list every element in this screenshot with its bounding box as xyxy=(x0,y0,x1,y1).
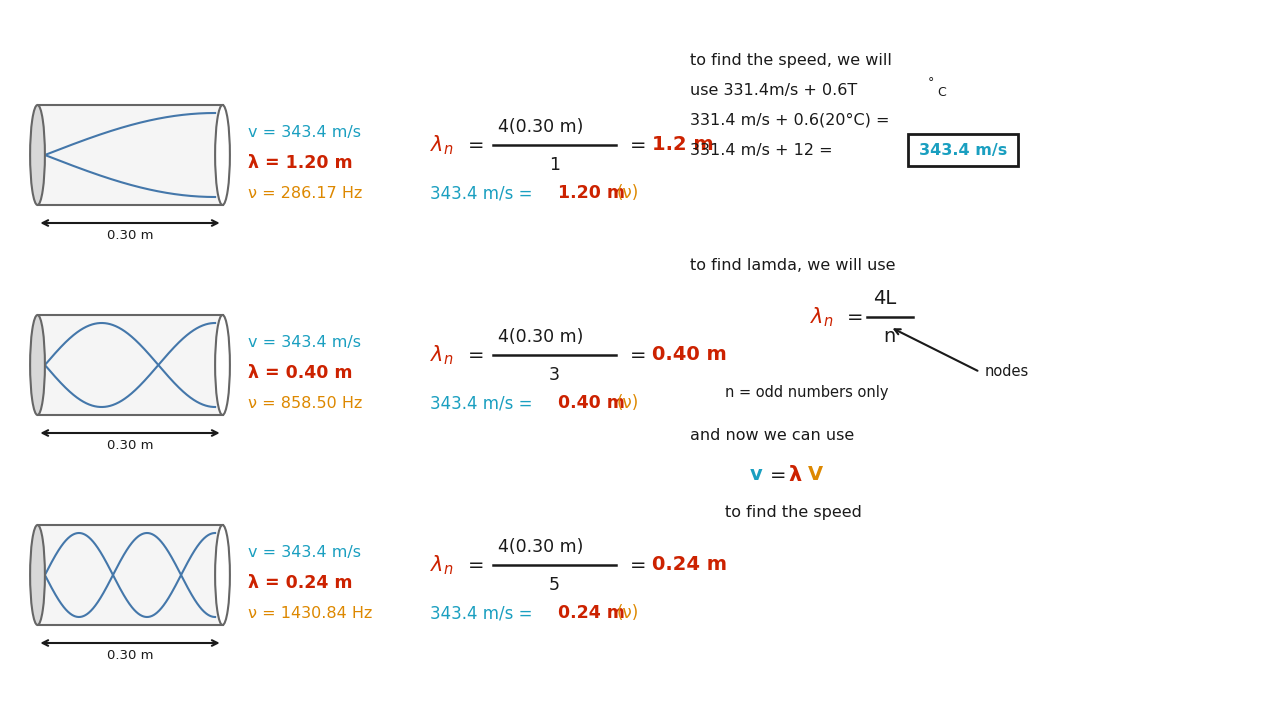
Text: =: = xyxy=(630,556,646,575)
Text: ν = 286.17 Hz: ν = 286.17 Hz xyxy=(248,186,362,200)
Text: =: = xyxy=(630,346,646,364)
Text: 343.4 m/s =: 343.4 m/s = xyxy=(430,394,538,412)
Bar xyxy=(37,525,223,625)
Text: 343.4 m/s =: 343.4 m/s = xyxy=(430,184,538,202)
Text: nodes: nodes xyxy=(986,364,1029,379)
Text: 3: 3 xyxy=(549,366,561,384)
Bar xyxy=(908,134,1018,166)
Text: 0.40 m: 0.40 m xyxy=(652,346,727,364)
Ellipse shape xyxy=(215,105,230,205)
Text: =: = xyxy=(468,346,485,364)
Text: =: = xyxy=(771,466,786,485)
Text: °: ° xyxy=(928,76,934,89)
Text: $\lambda_n$: $\lambda_n$ xyxy=(430,343,453,366)
Text: v: v xyxy=(750,466,763,485)
Ellipse shape xyxy=(215,315,230,415)
Text: 331.4 m/s + 0.6(20°C) =: 331.4 m/s + 0.6(20°C) = xyxy=(690,112,890,127)
Text: =: = xyxy=(468,556,485,575)
Text: λ: λ xyxy=(788,465,801,485)
Text: 0.30 m: 0.30 m xyxy=(106,649,154,662)
Text: (ν): (ν) xyxy=(617,394,639,412)
Text: n: n xyxy=(883,328,895,346)
Text: 0.30 m: 0.30 m xyxy=(106,439,154,452)
Text: $\lambda_n$: $\lambda_n$ xyxy=(430,553,453,577)
Text: 343.4 m/s: 343.4 m/s xyxy=(919,143,1007,158)
Ellipse shape xyxy=(31,105,45,205)
Text: 331.4 m/s + 12 =: 331.4 m/s + 12 = xyxy=(690,143,837,158)
Text: to find the speed: to find the speed xyxy=(724,505,861,521)
Text: 1.2 m: 1.2 m xyxy=(652,135,714,155)
Text: ν = 1430.84 Hz: ν = 1430.84 Hz xyxy=(248,606,372,621)
Text: 5: 5 xyxy=(549,576,561,594)
Text: ν = 858.50 Hz: ν = 858.50 Hz xyxy=(248,395,362,410)
Text: =: = xyxy=(468,135,485,155)
Text: $\lambda_n$: $\lambda_n$ xyxy=(430,133,453,157)
Ellipse shape xyxy=(31,315,45,415)
Text: to find lamda, we will use: to find lamda, we will use xyxy=(690,258,896,272)
Text: 4(0.30 m): 4(0.30 m) xyxy=(498,538,584,556)
Ellipse shape xyxy=(215,525,230,625)
Text: 343.4 m/s =: 343.4 m/s = xyxy=(430,604,538,622)
Text: 0.40 m: 0.40 m xyxy=(558,394,625,412)
Text: =: = xyxy=(847,307,864,326)
Text: v = 343.4 m/s: v = 343.4 m/s xyxy=(248,546,361,560)
Text: 1: 1 xyxy=(549,156,561,174)
Text: n = odd numbers only: n = odd numbers only xyxy=(724,384,888,400)
Text: use 331.4m/s + 0.6T: use 331.4m/s + 0.6T xyxy=(690,83,858,97)
Bar xyxy=(37,315,223,415)
Text: to find the speed, we will: to find the speed, we will xyxy=(690,53,892,68)
Ellipse shape xyxy=(31,525,45,625)
Text: 0.24 m: 0.24 m xyxy=(652,556,727,575)
Text: λ = 0.40 m: λ = 0.40 m xyxy=(248,364,352,382)
Text: λ = 1.20 m: λ = 1.20 m xyxy=(248,154,352,172)
Text: (ν): (ν) xyxy=(617,604,639,622)
Text: 4L: 4L xyxy=(873,289,896,308)
Text: $\lambda_n$: $\lambda_n$ xyxy=(810,305,833,329)
Text: =: = xyxy=(630,135,646,155)
Text: 0.24 m: 0.24 m xyxy=(558,604,625,622)
Text: and now we can use: and now we can use xyxy=(690,428,854,443)
Text: C: C xyxy=(937,86,946,99)
Text: 4(0.30 m): 4(0.30 m) xyxy=(498,118,584,136)
Text: λ = 0.24 m: λ = 0.24 m xyxy=(248,574,352,592)
Text: 1.20 m: 1.20 m xyxy=(558,184,625,202)
Bar xyxy=(37,105,223,205)
Text: v = 343.4 m/s: v = 343.4 m/s xyxy=(248,125,361,140)
Text: 0.30 m: 0.30 m xyxy=(106,229,154,242)
Text: 4(0.30 m): 4(0.30 m) xyxy=(498,328,584,346)
Text: (ν): (ν) xyxy=(617,184,639,202)
Text: v = 343.4 m/s: v = 343.4 m/s xyxy=(248,336,361,351)
Text: V: V xyxy=(808,466,823,485)
